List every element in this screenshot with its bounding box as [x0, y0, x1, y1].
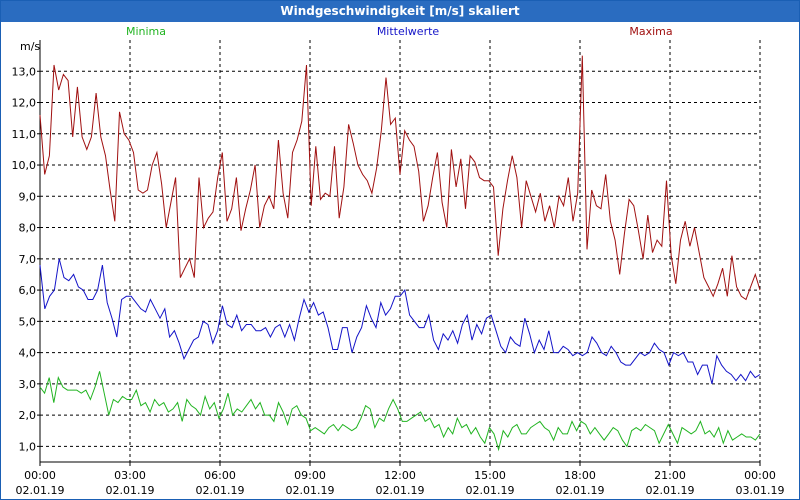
y-tick-label: 12,0	[12, 97, 37, 110]
x-tick-time-label: 15:00	[474, 469, 506, 482]
y-tick-label: 6,0	[19, 284, 37, 297]
series-line-maxima	[39, 55, 761, 301]
y-tick-label: 10,0	[12, 159, 37, 172]
legend-mittelwerte: Mittelwerte	[377, 25, 440, 38]
x-tick-date-label: 02.01.19	[196, 484, 245, 497]
x-tick-time-label: 09:00	[294, 469, 326, 482]
x-tick-time-label: 03:00	[114, 469, 146, 482]
y-tick-label: 3,0	[19, 378, 37, 391]
series-line-mittelwerte	[39, 258, 761, 385]
y-tick-label: 4,0	[19, 347, 37, 360]
x-tick-date-label: 02.01.19	[556, 484, 605, 497]
x-tick-date-label: 02.01.19	[286, 484, 335, 497]
y-tick-label: 8,0	[19, 222, 37, 235]
x-tick-time-label: 00:00	[24, 469, 56, 482]
legend-maxima: Maxima	[629, 25, 672, 38]
x-tick-date-label: 02.01.19	[16, 484, 65, 497]
x-tick-date-label: 02.01.19	[646, 484, 695, 497]
y-tick-label: 2,0	[19, 409, 37, 422]
y-tick-label: 1,0	[19, 440, 37, 453]
x-tick-time-label: 12:00	[384, 469, 416, 482]
x-tick-labels: 00:00 02.01.19 03:00 02.01.19 06:00 02.01.19 0…	[16, 469, 785, 497]
y-tick-label: 7,0	[19, 253, 37, 266]
y-tick-label: 5,0	[19, 315, 37, 328]
y-tick-label: 13,0	[12, 65, 37, 78]
x-tick-date-label: 02.01.19	[376, 484, 425, 497]
y-tick-label: 11,0	[12, 128, 37, 141]
series-line-minima	[39, 371, 761, 452]
x-tick-date-label: 02.01.19	[106, 484, 155, 497]
grid-lines	[40, 40, 760, 462]
legend-minima: Minima	[126, 25, 166, 38]
x-tick-time-label: 00:00	[744, 469, 776, 482]
x-tick-time-label: 06:00	[204, 469, 236, 482]
x-tick-time-label: 21:00	[654, 469, 686, 482]
x-tick-date-label: 02.01.19	[466, 484, 515, 497]
x-tick-date-label: 03.01.19	[736, 484, 785, 497]
y-tick-labels: 1,0 2,0 3,0 4,0 5,0 6,0 7,0 8,0 9,0 10,0 11,0 12,0 1…	[12, 65, 37, 453]
y-tick-label: 9,0	[19, 190, 37, 203]
x-tick-time-label: 18:00	[564, 469, 596, 482]
window-title: Windgeschwindigkeit [m/s] skaliert	[1, 1, 799, 22]
axes	[37, 40, 761, 466]
series-lines	[39, 55, 761, 452]
y-axis-unit-label: m/s	[20, 40, 40, 53]
